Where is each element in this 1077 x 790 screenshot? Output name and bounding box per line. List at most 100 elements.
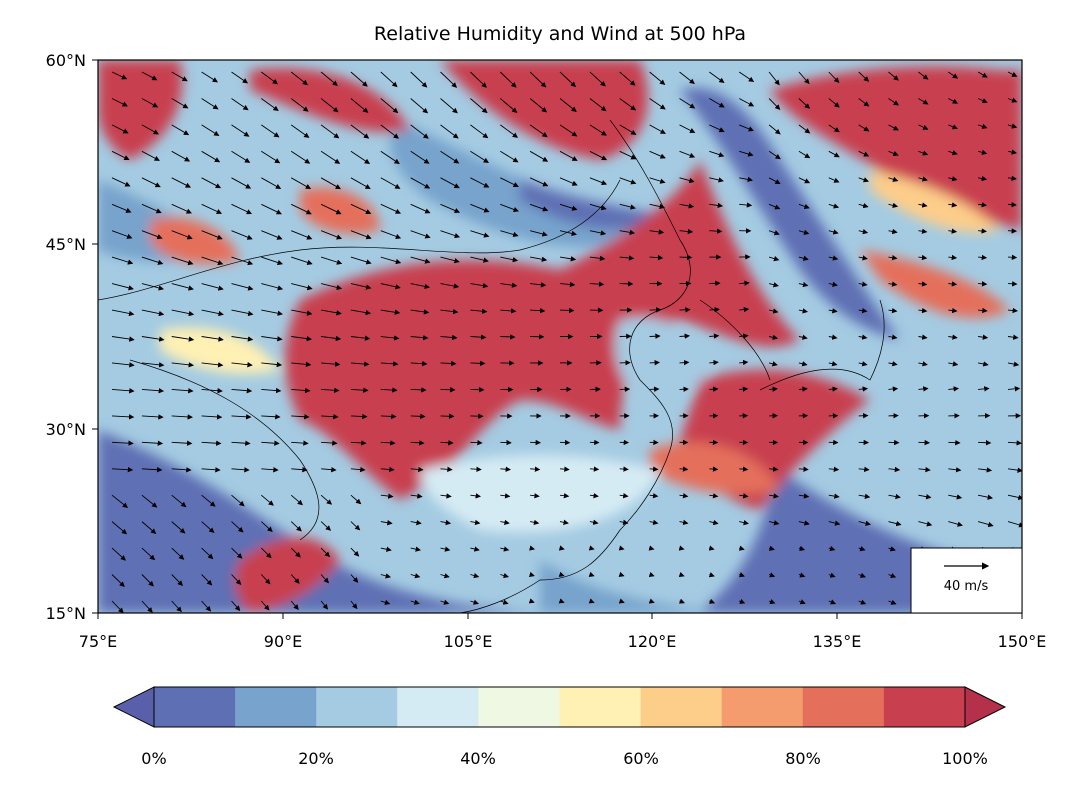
wind-arrow bbox=[171, 203, 192, 214]
wind-arrow bbox=[201, 203, 223, 214]
wind-arrow bbox=[738, 572, 745, 578]
lon-tick-label: 150°E bbox=[998, 632, 1047, 651]
colorbar-tick-label: 40% bbox=[460, 749, 496, 768]
wind-arrow bbox=[410, 150, 430, 164]
colorbar-tick-label: 80% bbox=[785, 749, 821, 768]
wind-arrow bbox=[529, 124, 548, 138]
wind-arrow bbox=[648, 571, 655, 578]
moist-ne bbox=[770, 66, 1022, 230]
wind-arrow bbox=[858, 229, 869, 235]
wind-arrow bbox=[111, 203, 132, 213]
wind-arrow bbox=[231, 547, 243, 559]
wind-arrow bbox=[350, 600, 358, 610]
wind-arrow bbox=[798, 98, 811, 109]
wind-arrow bbox=[798, 361, 808, 367]
lon-tick-label: 135°E bbox=[813, 632, 862, 651]
wind-arrow bbox=[291, 309, 313, 316]
wind-arrow bbox=[528, 571, 535, 577]
wind-arrow bbox=[948, 361, 959, 367]
wind-arrow bbox=[111, 494, 129, 508]
wind-arrow bbox=[111, 414, 135, 420]
wind-arrow bbox=[470, 282, 489, 289]
wind-arrow bbox=[141, 230, 163, 240]
wind-arrow bbox=[261, 336, 283, 342]
wind-arrow bbox=[320, 574, 329, 584]
wind-arrow bbox=[678, 598, 685, 604]
wind-arrow bbox=[141, 440, 164, 446]
wind-arrow bbox=[977, 521, 994, 528]
wind-arrow bbox=[410, 124, 429, 139]
lat-tick-label: 30°N bbox=[46, 420, 86, 439]
wind-arrow bbox=[619, 150, 637, 160]
wind-arrow bbox=[559, 203, 578, 211]
wind-arrow bbox=[500, 439, 512, 446]
wind-arrow bbox=[500, 150, 519, 163]
wind-arrow bbox=[470, 493, 481, 499]
wind-arrow bbox=[320, 494, 333, 505]
wind-arrow bbox=[739, 306, 750, 313]
wind-arrow bbox=[111, 388, 135, 394]
colorbar-segment bbox=[802, 687, 885, 727]
wind-arrow bbox=[948, 307, 958, 314]
wind-arrow bbox=[470, 256, 489, 263]
wind-arrow bbox=[978, 334, 989, 340]
wind-arrow bbox=[858, 493, 871, 499]
wind-arrow bbox=[321, 335, 342, 342]
wind-arrow bbox=[141, 309, 165, 317]
wind-arrow bbox=[291, 387, 311, 394]
wind-arrow bbox=[231, 414, 252, 420]
wind-arrow bbox=[500, 572, 509, 579]
wind-arrow bbox=[500, 203, 519, 213]
wind-arrow bbox=[440, 360, 457, 367]
wind-arrow bbox=[978, 307, 988, 314]
wind-arrow bbox=[171, 440, 193, 446]
border-north bbox=[98, 179, 621, 301]
humidity-field bbox=[98, 60, 1022, 613]
wind-arrow bbox=[769, 386, 778, 392]
wind-arrow bbox=[618, 545, 625, 551]
wind-arrow bbox=[1007, 467, 1022, 473]
wind-arrow bbox=[918, 466, 931, 473]
wind-arrow bbox=[709, 466, 719, 472]
colorbar-over-triangle bbox=[964, 686, 1007, 728]
wind-arrow bbox=[858, 361, 868, 367]
wind-arrow bbox=[290, 98, 309, 112]
wind-arrow bbox=[589, 466, 600, 472]
wind-arrow bbox=[589, 230, 607, 236]
wind-arrow bbox=[798, 229, 810, 235]
wind-arrow bbox=[171, 230, 193, 240]
wind-arrow bbox=[350, 521, 361, 531]
wind-arrow bbox=[321, 440, 338, 446]
wind-arrow bbox=[589, 124, 607, 136]
wind-arrow bbox=[739, 280, 750, 286]
wind-arrow bbox=[858, 98, 870, 107]
wind-arrow bbox=[201, 177, 222, 189]
wind-arrow bbox=[798, 493, 810, 499]
wind-arrow bbox=[888, 466, 901, 473]
colorbar-segment bbox=[640, 687, 723, 727]
wind-arrow bbox=[948, 467, 962, 473]
wind-arrow bbox=[141, 336, 165, 342]
wind-arrow bbox=[709, 333, 720, 339]
wind-arrow bbox=[201, 547, 214, 560]
wind-arrow bbox=[828, 281, 838, 287]
wind-arrow bbox=[350, 230, 372, 240]
wind-arrow bbox=[739, 519, 749, 526]
wind-arrow bbox=[530, 307, 546, 314]
wind-arrow bbox=[380, 283, 401, 290]
coastline-japan bbox=[759, 299, 885, 391]
wind-arrow bbox=[918, 361, 928, 367]
wind-arrow bbox=[111, 466, 134, 473]
wind-arrow bbox=[888, 71, 899, 81]
wind-arrow bbox=[291, 414, 310, 420]
wind-arrow bbox=[410, 283, 430, 290]
wind-arrow bbox=[649, 493, 659, 499]
wind-arrow bbox=[978, 281, 988, 287]
wind-arrow bbox=[231, 362, 253, 368]
wind-arrow bbox=[978, 494, 993, 500]
wind-arrow bbox=[440, 203, 461, 214]
wind-arrow bbox=[470, 519, 481, 526]
wind-arrow bbox=[410, 177, 431, 189]
wind-arrow bbox=[201, 283, 224, 291]
wind-arrow bbox=[321, 413, 339, 420]
